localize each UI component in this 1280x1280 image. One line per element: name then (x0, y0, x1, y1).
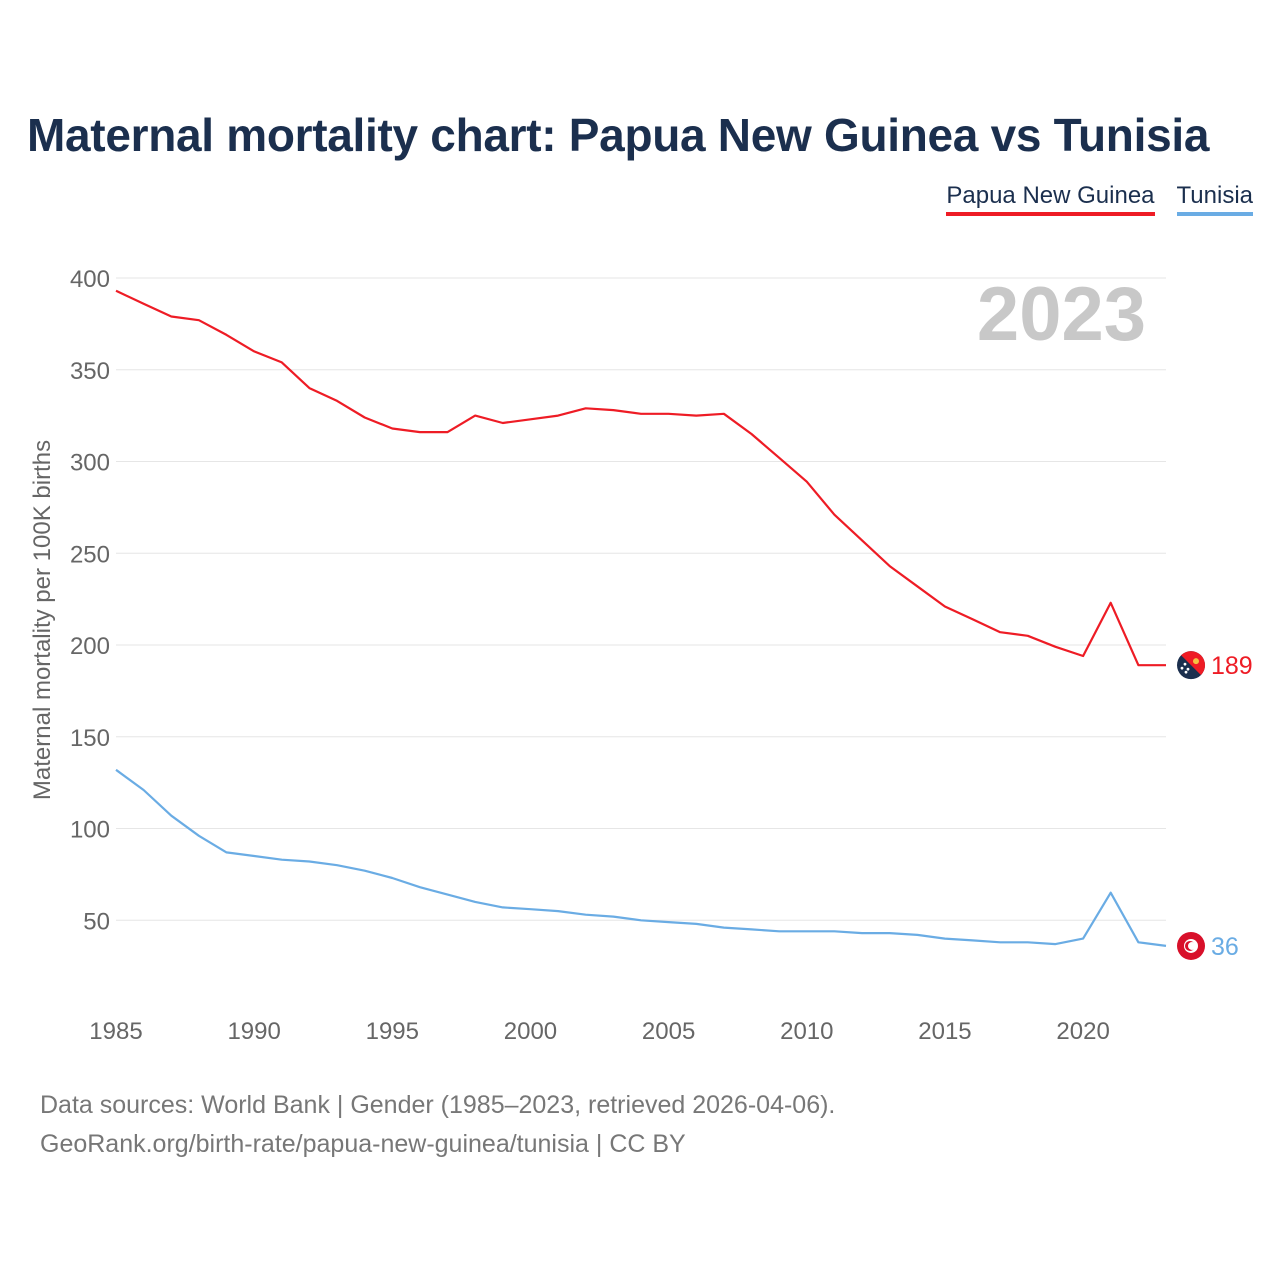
flag-png-red (1177, 651, 1205, 680)
x-tick-label-1990: 1990 (227, 1018, 280, 1045)
end-value-label-tunisia: 36 (1211, 933, 1239, 961)
data-source-text: Data sources: World Bank | Gender (1985–… (40, 1091, 836, 1119)
flag-marker-tunisia (1177, 931, 1205, 960)
flag-png-bird (1193, 658, 1199, 665)
y-tick-label-50: 50 (83, 908, 110, 935)
end-markers: 189 36 (1177, 651, 1253, 961)
y-axis-label: Maternal mortality per 100K births (29, 440, 56, 800)
y-axis-ticks: 50 100 150 200 250 300 350 400 (70, 266, 110, 935)
flag-png-star-1 (1186, 667, 1190, 671)
series-lines (115, 289, 1167, 947)
x-axis-ticks: 1985 1990 1995 2000 2005 2010 2015 2020 (89, 1018, 1109, 1045)
x-tick-label-1985: 1985 (89, 1018, 142, 1045)
year-watermark: 2023 (977, 272, 1146, 357)
gridlines (116, 277, 1166, 921)
x-tick-label-2020: 2020 (1056, 1018, 1109, 1045)
chart-title: Maternal mortality chart: Papua New Guin… (27, 109, 1210, 161)
y-tick-label-300: 300 (70, 450, 110, 477)
legend: Papua New Guinea Tunisia (946, 182, 1253, 216)
y-tick-label-400: 400 (70, 266, 110, 293)
attribution-text[interactable]: GeoRank.org/birth-rate/papua-new-guinea/… (40, 1130, 686, 1158)
flag-png-star-3 (1184, 670, 1188, 674)
legend-item-tunisia[interactable]: Tunisia (1176, 182, 1253, 216)
series-line-tunisia[interactable] (115, 768, 1167, 947)
y-tick-label-100: 100 (70, 817, 110, 844)
footer: Data sources: World Bank | Gender (1985–… (40, 1086, 835, 1164)
flag-tun-crescent-cut (1188, 941, 1196, 950)
x-tick-label-1995: 1995 (366, 1018, 419, 1045)
y-tick-label-150: 150 (70, 725, 110, 752)
flag-png-star-0 (1183, 662, 1187, 666)
end-value-label-papua-new-guinea: 189 (1211, 652, 1253, 680)
x-tick-label-2015: 2015 (918, 1018, 971, 1045)
x-tick-label-2000: 2000 (504, 1018, 557, 1045)
x-tick-label-2005: 2005 (642, 1018, 695, 1045)
flag-png-star-2 (1180, 666, 1184, 670)
y-tick-label-350: 350 (70, 358, 110, 385)
legend-item-papua-new-guinea[interactable]: Papua New Guinea (946, 182, 1155, 216)
x-tick-label-2010: 2010 (780, 1018, 833, 1045)
y-tick-label-200: 200 (70, 633, 110, 660)
flag-marker-papua-new-guinea (1177, 651, 1205, 680)
series-line-papua-new-guinea[interactable] (115, 289, 1166, 667)
y-tick-label-250: 250 (70, 541, 110, 568)
